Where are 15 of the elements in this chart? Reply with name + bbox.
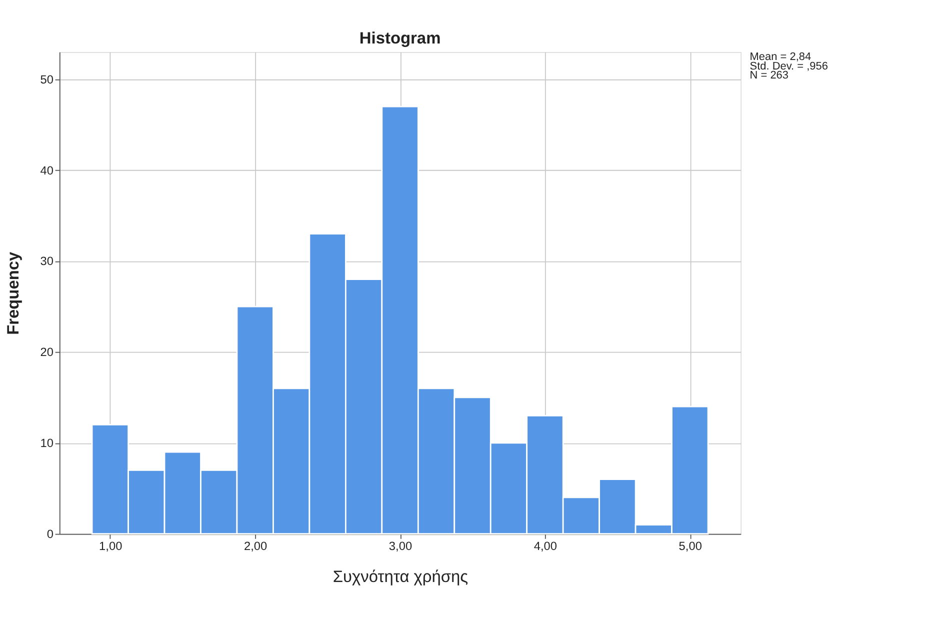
- x-tick-label: 5,00: [678, 538, 702, 553]
- x-axis-title: Συχνότητα χρήσης: [332, 568, 468, 586]
- y-tick-label: 30: [40, 254, 54, 268]
- y-tick-label: 40: [40, 163, 54, 178]
- text: N = 263: [750, 69, 789, 82]
- x-tick-label: 1,00: [99, 538, 123, 553]
- y-tick-label: 10: [40, 436, 54, 450]
- y-axis-title: Frequency: [4, 250, 22, 335]
- y-tick-label: 20: [40, 345, 54, 360]
- y-tick-label: 0: [46, 526, 54, 541]
- y-tick-label: 50: [40, 72, 54, 86]
- chart-title: Histogram: [359, 30, 441, 48]
- x-tick-label: 4,00: [534, 538, 558, 553]
- x-tick-label: 3,00: [388, 538, 412, 553]
- x-tick-label: 2,00: [244, 538, 268, 553]
